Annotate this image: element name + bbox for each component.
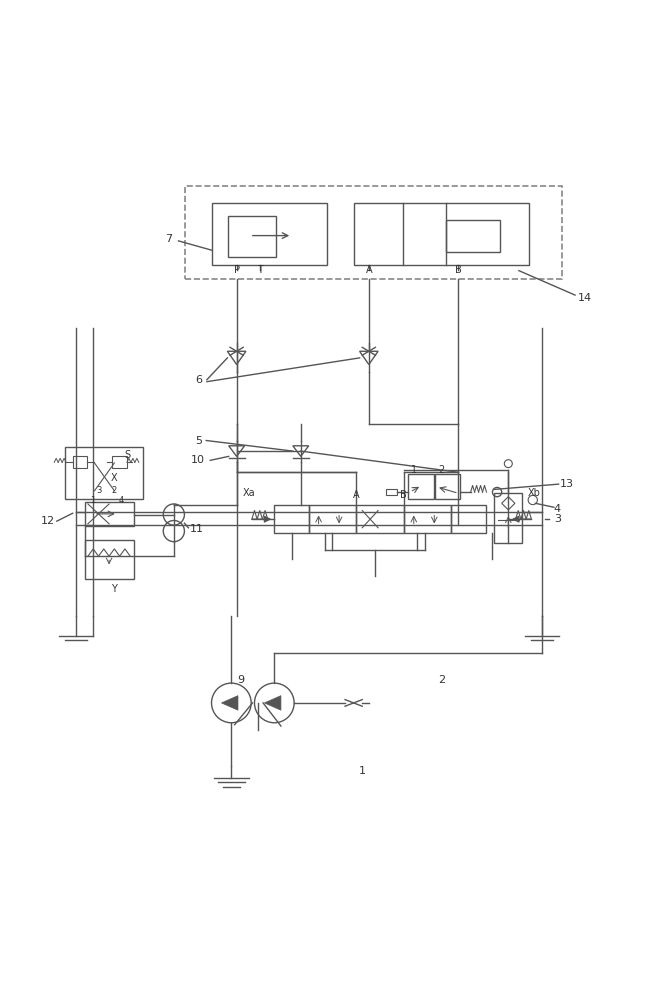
- Bar: [85, 540, 134, 579]
- Text: 2: 2: [438, 465, 444, 475]
- Bar: [185, 186, 562, 279]
- Text: 4: 4: [118, 496, 124, 505]
- Bar: [494, 493, 522, 543]
- Text: 5: 5: [195, 436, 202, 446]
- Text: 10: 10: [191, 455, 206, 465]
- Text: 1: 1: [90, 496, 95, 505]
- Text: 11: 11: [190, 524, 204, 534]
- Text: 14: 14: [578, 293, 592, 303]
- Bar: [228, 216, 276, 257]
- Bar: [386, 489, 397, 495]
- Text: 13: 13: [560, 479, 574, 489]
- Bar: [435, 474, 460, 499]
- Bar: [446, 220, 500, 252]
- Text: A: A: [353, 490, 360, 500]
- Text: P: P: [233, 265, 240, 275]
- Bar: [309, 505, 356, 533]
- Bar: [274, 505, 309, 533]
- Text: S: S: [124, 450, 131, 460]
- Text: T: T: [257, 265, 262, 275]
- Text: 12: 12: [40, 516, 55, 526]
- Text: 9: 9: [238, 675, 245, 685]
- Text: 6: 6: [195, 375, 202, 385]
- Text: 1: 1: [411, 465, 418, 475]
- Text: Xa: Xa: [243, 488, 256, 498]
- Text: B: B: [455, 265, 461, 275]
- Text: B: B: [401, 490, 407, 500]
- Text: X: X: [110, 473, 117, 483]
- Text: 3: 3: [554, 514, 561, 524]
- Bar: [451, 505, 486, 533]
- Bar: [356, 505, 404, 533]
- Bar: [212, 203, 327, 265]
- Text: 4: 4: [554, 504, 561, 514]
- Text: 2: 2: [112, 486, 117, 495]
- Text: A: A: [366, 265, 372, 275]
- Polygon shape: [264, 696, 281, 710]
- Text: 1: 1: [359, 766, 366, 776]
- Bar: [408, 474, 434, 499]
- Bar: [404, 505, 451, 533]
- Polygon shape: [221, 696, 238, 710]
- Bar: [73, 456, 87, 468]
- Text: 7: 7: [165, 234, 172, 244]
- Text: Y: Y: [111, 584, 116, 594]
- Bar: [85, 502, 134, 526]
- Text: Xb: Xb: [527, 488, 541, 498]
- Bar: [112, 456, 127, 468]
- Bar: [354, 203, 529, 265]
- Bar: [65, 447, 143, 499]
- Text: 2: 2: [438, 675, 445, 685]
- Text: 3: 3: [97, 486, 102, 495]
